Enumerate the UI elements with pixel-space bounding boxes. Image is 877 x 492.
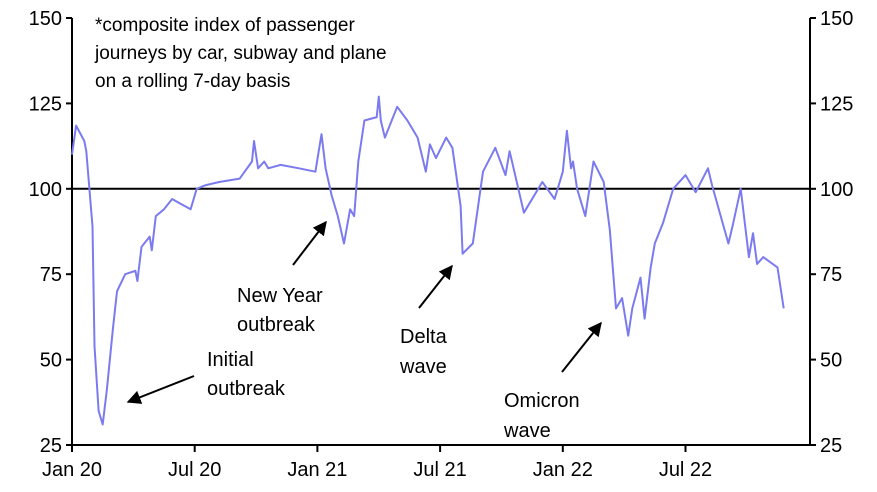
arrow-icon (126, 375, 195, 404)
annotation-text: Delta (400, 326, 448, 348)
annotation-text: wave (503, 420, 551, 442)
y-tick-label-left: 50 (40, 350, 62, 372)
note-line-3: on a rolling 7-day basis (95, 71, 290, 92)
x-tick-label: Jan 22 (533, 459, 593, 481)
y-tick-label-right: 125 (820, 93, 853, 115)
arrow-icon (418, 264, 453, 309)
annotation-text: Omicron (504, 390, 580, 412)
arrow-icon (292, 220, 327, 266)
y-tick-label-right: 100 (820, 179, 853, 201)
arrow-icon (561, 321, 602, 373)
annotation-text: outbreak (237, 314, 316, 336)
y-tick-label-left: 75 (40, 264, 62, 286)
note-line-1: *composite index of passenger (95, 15, 355, 36)
note-line-2: journeys by car, subway and plane (94, 43, 387, 64)
axes: 25 25 50 50 75 75 100 100 125 125 150 150 Jan 20 Jul … (29, 8, 854, 481)
x-tick-label: Jul 21 (413, 459, 466, 481)
y-tick-label-left: 125 (29, 93, 62, 115)
y-tick-label-right: 75 (820, 264, 842, 286)
y-tick-label-right: 150 (820, 8, 853, 30)
y-tick-label-left: 100 (29, 179, 62, 201)
y-tick-label-left: 25 (40, 435, 62, 457)
y-tick-label-right: 25 (820, 435, 842, 457)
annotation-text: Initial (207, 349, 254, 371)
x-tick-label: Jan 20 (42, 459, 102, 481)
annotation-new-year-outbreak: New Year outbreak (237, 220, 327, 336)
annotation-text: New Year (237, 285, 323, 307)
y-tick-label-right: 50 (820, 350, 842, 372)
y-tick-label-left: 150 (29, 8, 62, 30)
x-tick-label: Jul 22 (659, 459, 712, 481)
series-line (71, 95, 785, 426)
chart-note: *composite index of passenger journeys b… (94, 15, 387, 92)
x-tick-label: Jan 21 (287, 459, 347, 481)
annotation-delta-wave: Delta wave (399, 264, 453, 378)
annotation-text: wave (399, 356, 447, 378)
annotation-initial-outbreak: Initial outbreak (126, 349, 286, 404)
annotation-omicron-wave: Omicron wave (503, 321, 602, 442)
annotation-text: outbreak (207, 378, 286, 400)
x-tick-label: Jul 20 (168, 459, 221, 481)
